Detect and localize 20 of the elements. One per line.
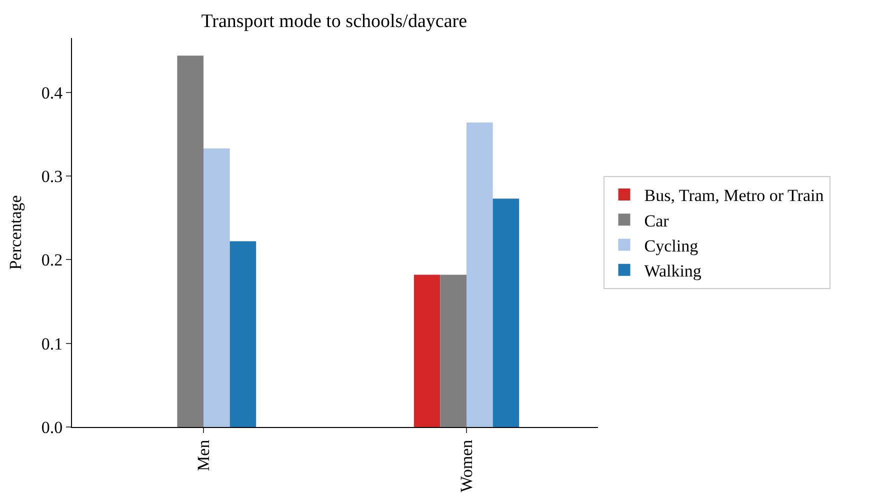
- bar: [440, 274, 466, 427]
- bar: [230, 241, 256, 427]
- y-tick-label: 0.0: [41, 418, 63, 437]
- y-tick-label: 0.3: [41, 166, 63, 186]
- y-tick-label: 0.2: [41, 250, 63, 270]
- y-tick-label: 0.1: [41, 334, 63, 354]
- legend-label: Walking: [644, 261, 702, 280]
- bar: [177, 56, 204, 427]
- legend-label: Bus, Tram, Metro or Train: [644, 186, 824, 206]
- bar: [414, 274, 440, 427]
- bar: [466, 122, 493, 427]
- chart-title: Transport mode to schools/daycare: [201, 10, 468, 32]
- legend-label: Cycling: [644, 236, 699, 256]
- bar: [204, 148, 230, 427]
- y-tick-label: 0.4: [41, 83, 64, 102]
- x-tick-label: Women: [457, 439, 476, 492]
- bar: [492, 198, 520, 427]
- y-axis-title: Percentage: [6, 195, 25, 270]
- legend-label: Car: [644, 211, 670, 230]
- x-tick-label: Men: [194, 439, 214, 471]
